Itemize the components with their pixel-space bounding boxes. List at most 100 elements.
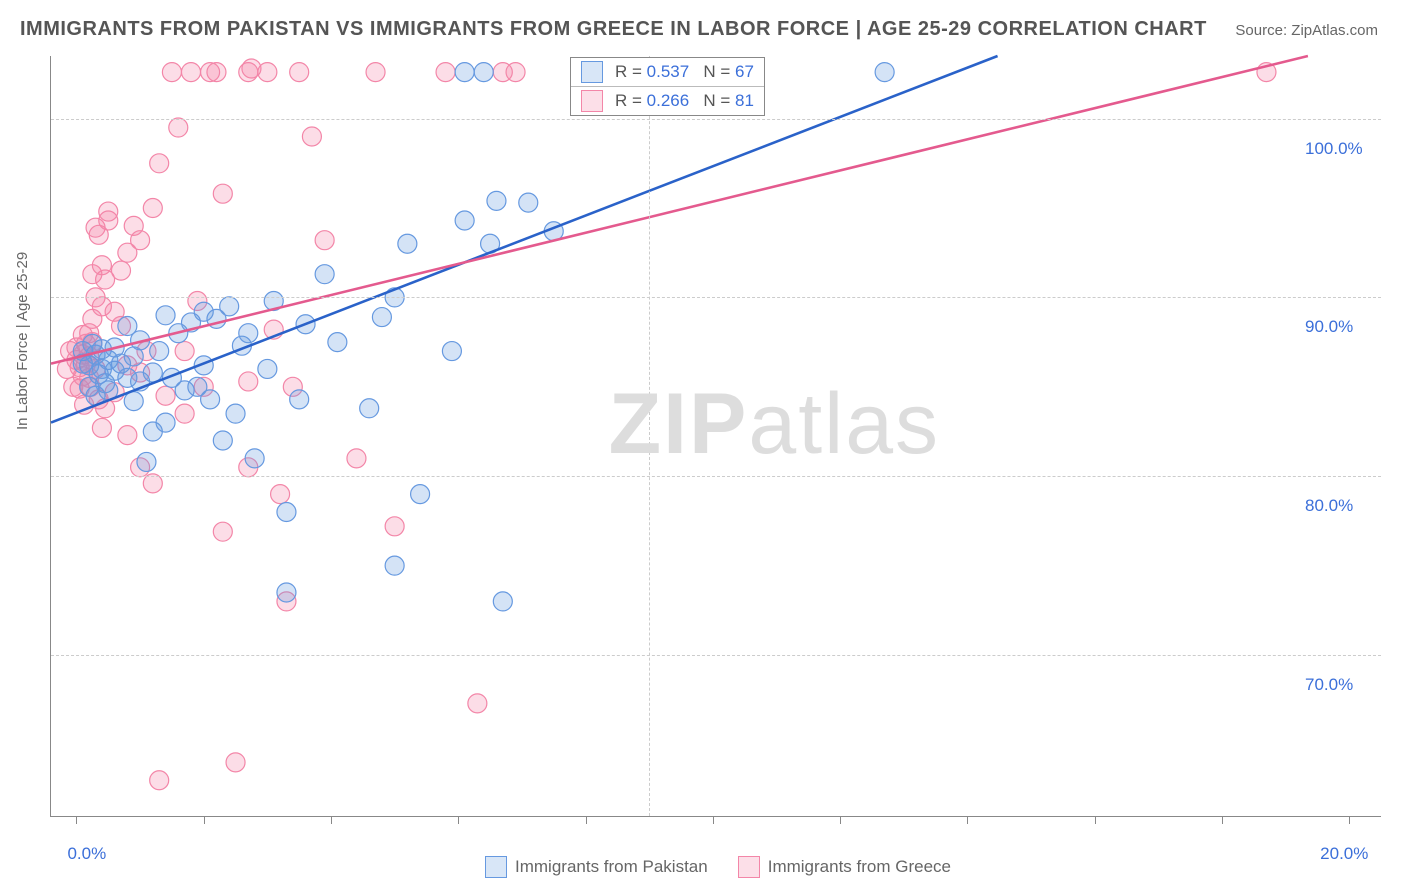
corr-legend-text-greece: R = 0.266 N = 81	[615, 91, 754, 111]
scatter-point-greece	[271, 485, 290, 504]
source-label: Source: ZipAtlas.com	[1235, 22, 1378, 39]
scatter-point-pakistan	[875, 63, 894, 82]
scatter-point-pakistan	[487, 191, 506, 210]
x-tick-label: 20.0%	[1320, 844, 1368, 864]
scatter-point-pakistan	[277, 583, 296, 602]
x-tick	[840, 816, 841, 824]
scatter-point-pakistan	[137, 452, 156, 471]
scatter-point-pakistan	[398, 234, 417, 253]
x-tick	[458, 816, 459, 824]
scatter-point-greece	[150, 154, 169, 173]
scatter-point-greece	[175, 404, 194, 423]
scatter-point-greece	[385, 517, 404, 536]
x-tick	[1222, 816, 1223, 824]
scatter-point-greece	[169, 118, 188, 137]
legend-bottom: Immigrants from PakistanImmigrants from …	[0, 856, 1406, 878]
gridline-horizontal	[51, 297, 1381, 298]
scatter-point-pakistan	[372, 308, 391, 327]
chart-title: IMMIGRANTS FROM PAKISTAN VS IMMIGRANTS F…	[20, 18, 1207, 41]
corr-legend-swatch-pakistan	[581, 61, 603, 83]
y-tick-label: 80.0%	[1305, 496, 1353, 516]
scatter-point-greece	[258, 63, 277, 82]
scatter-point-pakistan	[226, 404, 245, 423]
scatter-point-greece	[506, 63, 525, 82]
scatter-point-pakistan	[220, 297, 239, 316]
scatter-point-greece	[226, 753, 245, 772]
scatter-point-pakistan	[156, 413, 175, 432]
scatter-point-greece	[143, 199, 162, 218]
scatter-point-greece	[315, 231, 334, 250]
x-tick	[1095, 816, 1096, 824]
scatter-point-pakistan	[150, 342, 169, 361]
scatter-point-pakistan	[290, 390, 309, 409]
scatter-point-greece	[290, 63, 309, 82]
trend-line-pakistan	[51, 56, 998, 423]
scatter-point-greece	[175, 342, 194, 361]
scatter-point-pakistan	[143, 363, 162, 382]
x-tick	[967, 816, 968, 824]
scatter-point-pakistan	[519, 193, 538, 212]
scatter-point-pakistan	[315, 265, 334, 284]
gridline-vertical	[649, 56, 650, 816]
scatter-point-greece	[162, 63, 181, 82]
x-tick	[76, 816, 77, 824]
x-tick-label: 0.0%	[67, 844, 106, 864]
corr-legend-swatch-greece	[581, 90, 603, 112]
scatter-point-greece	[366, 63, 385, 82]
corr-legend-text-pakistan: R = 0.537 N = 67	[615, 62, 754, 82]
gridline-horizontal	[51, 119, 1381, 120]
y-tick-label: 90.0%	[1305, 317, 1353, 337]
scatter-point-pakistan	[277, 503, 296, 522]
scatter-point-greece	[213, 184, 232, 203]
scatter-point-greece	[436, 63, 455, 82]
scatter-point-pakistan	[258, 359, 277, 378]
y-tick-label: 70.0%	[1305, 675, 1353, 695]
gridline-horizontal	[51, 655, 1381, 656]
x-tick	[204, 816, 205, 824]
y-axis-label: In Labor Force | Age 25-29	[14, 252, 31, 430]
scatter-point-pakistan	[411, 485, 430, 504]
scatter-point-pakistan	[213, 431, 232, 450]
x-tick	[331, 816, 332, 824]
legend-swatch-pakistan	[485, 856, 507, 878]
scatter-point-greece	[182, 63, 201, 82]
scatter-point-greece	[213, 522, 232, 541]
scatter-point-pakistan	[385, 556, 404, 575]
scatter-point-greece	[207, 63, 226, 82]
x-tick	[713, 816, 714, 824]
scatter-point-greece	[99, 202, 118, 221]
scatter-point-pakistan	[245, 449, 264, 468]
scatter-point-pakistan	[455, 211, 474, 230]
scatter-point-pakistan	[493, 592, 512, 611]
scatter-point-pakistan	[156, 306, 175, 325]
scatter-point-greece	[156, 386, 175, 405]
legend-label-greece: Immigrants from Greece	[768, 857, 951, 876]
scatter-point-greece	[468, 694, 487, 713]
correlation-legend: R = 0.537 N = 67 R = 0.266 N = 81	[570, 57, 765, 116]
scatter-point-pakistan	[328, 333, 347, 352]
scatter-point-greece	[302, 127, 321, 146]
scatter-point-pakistan	[239, 324, 258, 343]
corr-legend-row-pakistan: R = 0.537 N = 67	[571, 58, 764, 86]
x-tick	[1349, 816, 1350, 824]
corr-legend-row-greece: R = 0.266 N = 81	[571, 86, 764, 115]
gridline-horizontal	[51, 476, 1381, 477]
scatter-point-greece	[112, 261, 131, 280]
scatter-point-greece	[118, 426, 137, 445]
scatter-point-greece	[347, 449, 366, 468]
scatter-point-pakistan	[201, 390, 220, 409]
source-prefix: Source:	[1235, 22, 1291, 39]
scatter-point-greece	[131, 231, 150, 250]
chart-svg	[51, 56, 1381, 816]
source-name: ZipAtlas.com	[1291, 22, 1378, 39]
scatter-point-greece	[239, 372, 258, 391]
scatter-point-pakistan	[442, 342, 461, 361]
legend-swatch-greece	[738, 856, 760, 878]
y-tick-label: 100.0%	[1305, 139, 1363, 159]
x-tick	[586, 816, 587, 824]
chart-plot-area	[50, 56, 1381, 817]
scatter-point-greece	[150, 771, 169, 790]
scatter-point-pakistan	[360, 399, 379, 418]
scatter-point-pakistan	[474, 63, 493, 82]
scatter-point-pakistan	[455, 63, 474, 82]
